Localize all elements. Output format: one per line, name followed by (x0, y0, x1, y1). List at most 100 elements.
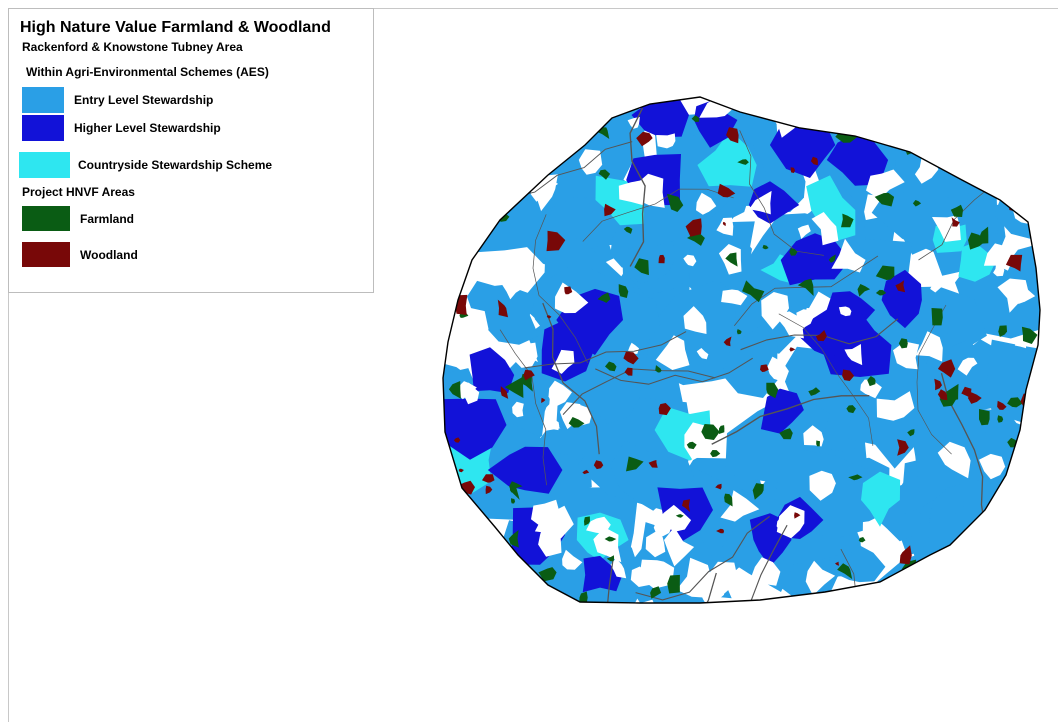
woodland-parcel (500, 386, 509, 399)
farmland-parcel (962, 556, 976, 567)
farmland-parcel (618, 284, 629, 298)
hls-parcel (826, 134, 889, 186)
farmland-parcel (508, 530, 519, 548)
farmland-parcel (1026, 545, 1039, 566)
els-parcel (986, 339, 1040, 423)
farmland-parcel (742, 280, 765, 303)
woodland-parcel (685, 218, 702, 237)
farmland-parcel (762, 244, 769, 250)
unmanaged-parcel (468, 236, 478, 251)
farmland-parcel (605, 361, 617, 372)
farmland-parcel (808, 387, 821, 396)
unmanaged-parcel (554, 282, 589, 314)
woodland-parcel (937, 359, 956, 378)
hls-parcel (469, 347, 515, 394)
farmland-parcel (846, 405, 856, 414)
woodland-parcel (455, 480, 475, 495)
study-area (443, 97, 1040, 603)
farmland-parcel (579, 591, 588, 603)
farmland-parcel (998, 325, 1007, 337)
unmanaged-parcel (639, 559, 675, 589)
farmland-parcel (504, 582, 517, 595)
unmanaged-parcel (664, 527, 695, 567)
unmanaged-parcel (696, 192, 717, 215)
hls-parcel (780, 233, 851, 286)
road-line (645, 572, 717, 603)
unmanaged-parcel (696, 348, 709, 360)
woodland-parcel (937, 389, 948, 401)
csc-parcel (958, 242, 997, 282)
farmland-parcel (511, 563, 531, 583)
els-parcel (465, 170, 543, 253)
farmland-parcel (986, 126, 1001, 138)
unmanaged-parcel (809, 470, 836, 501)
unmanaged-parcel (721, 289, 748, 306)
map-frame (8, 8, 1058, 722)
woodland-parcel (790, 167, 795, 173)
unmanaged-parcel (937, 441, 971, 479)
unmanaged-parcel (979, 453, 1006, 480)
study-area-boundary (442, 96, 1041, 604)
road-line (582, 188, 734, 242)
road-line (711, 395, 870, 445)
farmland-parcel (1002, 110, 1017, 125)
els-parcel (986, 97, 1040, 148)
unmanaged-parcel (776, 516, 788, 532)
farmland-parcel (875, 265, 895, 280)
farmland-parcel (766, 382, 779, 399)
unmanaged-parcel (512, 401, 524, 418)
els-parcel (484, 289, 539, 345)
farmland-parcel (779, 428, 793, 440)
farmland-parcel (623, 226, 633, 234)
road-line (991, 137, 1040, 156)
hls-parcel (760, 388, 804, 434)
hls-parcel (881, 269, 922, 329)
farmland-parcel (604, 536, 617, 542)
hls-parcel (748, 181, 800, 224)
farmland-parcel (451, 271, 460, 279)
farmland-parcel (691, 115, 700, 122)
unmanaged-parcel (860, 379, 882, 399)
farmland-parcel (456, 245, 472, 261)
els-parcel (537, 97, 593, 140)
unmanaged-parcel (497, 97, 515, 114)
farmland-parcel (950, 204, 963, 217)
road-line (635, 515, 770, 601)
woodland-parcel (623, 351, 639, 365)
unmanaged-parcel (484, 585, 509, 603)
road-line (548, 558, 614, 603)
unmanaged-parcel (683, 254, 697, 267)
farmland-parcel (752, 483, 764, 500)
farmland-parcel (841, 213, 854, 228)
woodland-parcel (723, 336, 732, 347)
woodland-parcel (895, 280, 906, 293)
legend-subtitle: Rackenford & Knowstone Tubney Area (22, 40, 243, 54)
woodland-parcel (717, 183, 736, 198)
farmland-parcel (939, 391, 957, 407)
unmanaged-parcel (968, 146, 1001, 166)
unmanaged-parcel (797, 224, 811, 239)
els-parcel (956, 98, 1016, 170)
farmland-parcel (686, 441, 697, 450)
woodland-parcel (715, 483, 722, 490)
farmland-parcel (584, 516, 590, 526)
woodland-parcel (835, 561, 840, 566)
unmanaged-parcel (749, 190, 772, 215)
farmland-parcel (828, 254, 836, 263)
hls-parcel (487, 446, 563, 494)
farmland-parcel (1019, 168, 1030, 182)
unmanaged-parcel (844, 344, 863, 366)
road-line (524, 331, 687, 369)
woodland-parcel (593, 460, 604, 470)
unmanaged-parcel (930, 279, 943, 293)
farmland-parcel (568, 417, 585, 428)
unmanaged-parcel (997, 278, 1030, 313)
hls-parcel (582, 555, 623, 593)
unmanaged-parcel (805, 560, 836, 596)
els-parcel (984, 97, 1040, 170)
unmanaged-parcel (683, 306, 707, 334)
els-parcel (980, 104, 1040, 164)
woodland-parcel (842, 369, 855, 381)
farmland-parcel (606, 555, 615, 562)
